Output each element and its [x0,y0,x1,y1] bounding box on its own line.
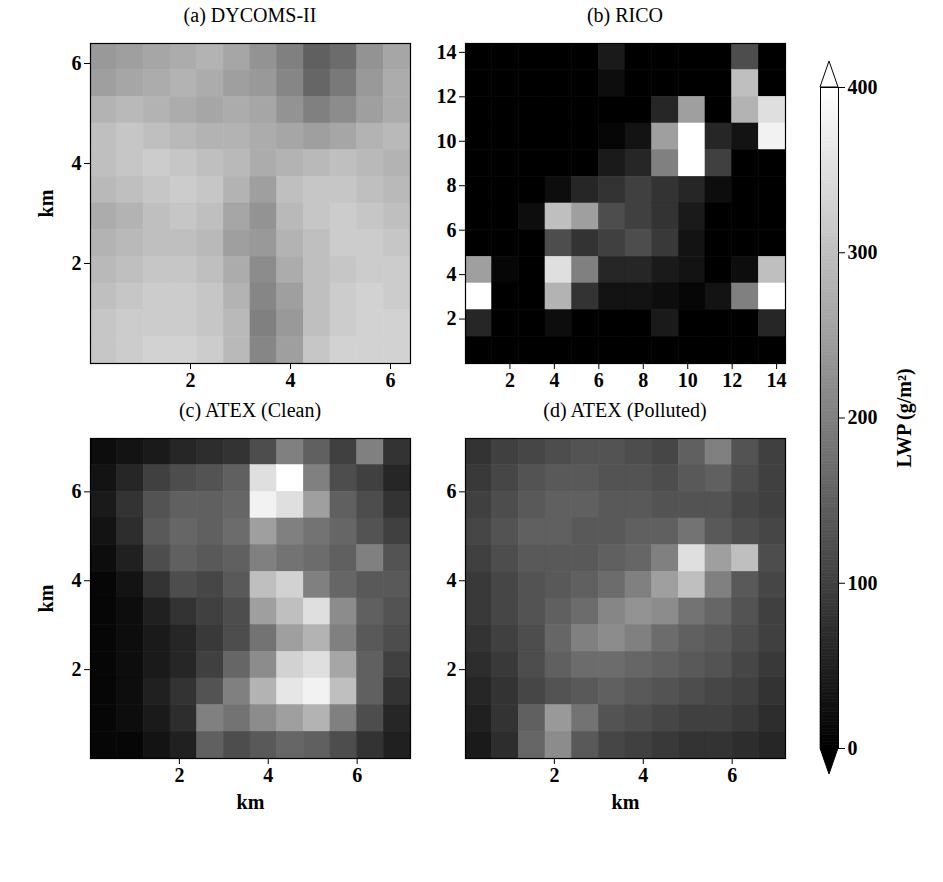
svg-text:12: 12 [437,85,457,107]
svg-text:2: 2 [186,369,196,391]
svg-text:14: 14 [437,41,457,63]
svg-text:200: 200 [848,406,878,428]
svg-text:10: 10 [678,369,698,391]
svg-text:2: 2 [549,764,559,786]
svg-text:6: 6 [447,219,457,241]
svg-text:km: km [237,791,265,813]
svg-text:8: 8 [447,174,457,196]
svg-text:km: km [612,791,640,813]
svg-text:0: 0 [848,737,858,759]
svg-text:6: 6 [386,369,396,391]
svg-text:14: 14 [767,369,787,391]
svg-text:6: 6 [72,52,82,74]
svg-text:10: 10 [437,130,457,152]
svg-text:2: 2 [72,658,82,680]
svg-text:4: 4 [72,152,82,174]
svg-text:4: 4 [447,263,457,285]
html-text:(d) ATEX (Polluted): (d) ATEX (Polluted) [543,399,707,421]
svg-text:12: 12 [722,369,742,391]
svg-text:km: km [35,189,57,217]
svg-text:4: 4 [638,764,648,786]
svg-text:6: 6 [72,480,82,502]
html-text:(c) ATEX (Clean): (c) ATEX (Clean) [178,399,322,421]
svg-text:2: 2 [72,252,82,274]
svg-text:8: 8 [638,369,648,391]
svg-text:400: 400 [848,76,878,98]
svg-text:4: 4 [286,369,296,391]
html-text:(a) DYCOMS-II: (a) DYCOMS-II [183,4,317,26]
svg-text:2: 2 [447,307,457,329]
svg-text:2: 2 [505,369,515,391]
svg-text:4: 4 [549,369,559,391]
svg-text:2: 2 [174,764,184,786]
svg-text:6: 6 [594,369,604,391]
svg-text:6: 6 [727,764,737,786]
svg-text:km: km [35,584,57,612]
svg-text:4: 4 [447,569,457,591]
html-text:(b) RICO: (b) RICO [586,4,663,26]
svg-text:4: 4 [263,764,273,786]
svg-text:LWP (g/m²): LWP (g/m²) [893,368,916,467]
svg-text:6: 6 [352,764,362,786]
svg-text:300: 300 [848,241,878,263]
svg-text:6: 6 [447,480,457,502]
svg-text:4: 4 [72,569,82,591]
svg-text:2: 2 [447,658,457,680]
svg-text:100: 100 [848,572,878,594]
